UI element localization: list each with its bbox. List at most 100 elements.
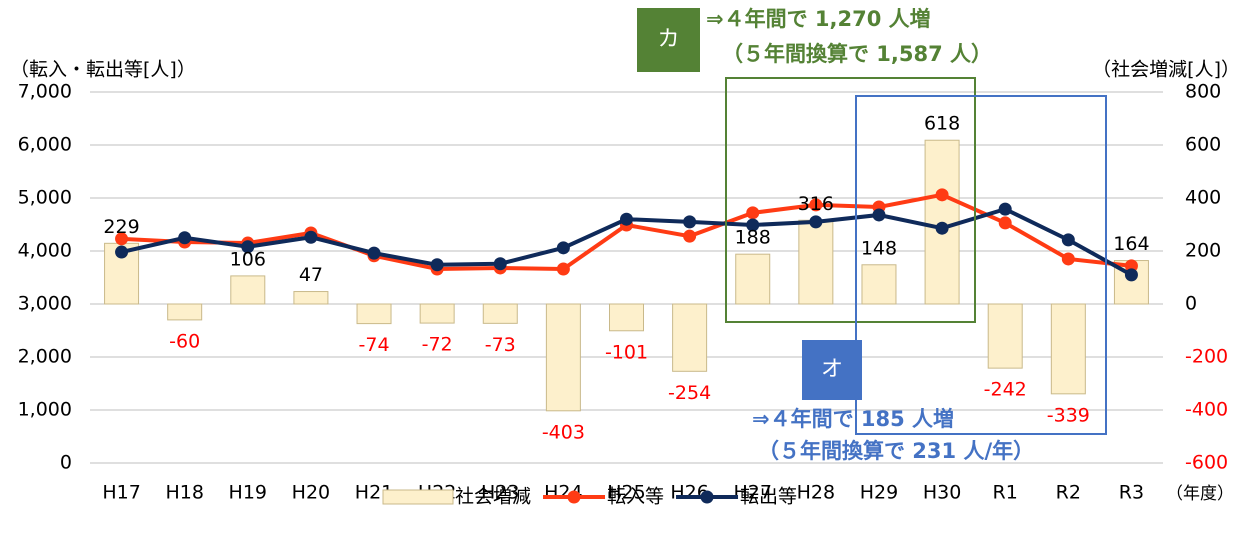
annotation-text: （５年間換算で 231 人/年）	[758, 439, 1034, 463]
line-marker	[241, 240, 255, 254]
bar	[230, 275, 266, 305]
line-marker	[178, 231, 192, 245]
y2-tick-label: 800	[1185, 81, 1221, 103]
line-marker	[556, 262, 570, 276]
bar	[861, 264, 897, 305]
y2-tick-label: 200	[1185, 240, 1221, 262]
x-tick-label: H18	[165, 482, 203, 504]
data-label: 106	[230, 248, 266, 270]
y-tick-label: 7,000	[18, 81, 72, 103]
data-label: 316	[798, 193, 834, 215]
line-marker	[872, 208, 886, 222]
y-tick-label: 4,000	[18, 240, 72, 262]
annotation-text: ⇒４年間で 1,270 人増	[706, 7, 931, 31]
y2-tick-label: 0	[1185, 293, 1197, 315]
line-marker	[1061, 233, 1075, 247]
y-tick-label: 2,000	[18, 346, 72, 368]
bar	[356, 303, 392, 325]
data-label: 164	[1113, 233, 1149, 255]
data-label: -101	[605, 341, 648, 363]
line-marker	[1124, 268, 1138, 282]
y2-axis-label: （社会増減[人]）	[1092, 59, 1240, 81]
bar	[987, 303, 1023, 369]
x-tick-label: H23	[481, 482, 519, 504]
data-label: 148	[861, 237, 897, 259]
y-tick-label: 0	[60, 452, 72, 474]
bar	[735, 253, 771, 305]
data-label: 188	[735, 227, 771, 249]
badge	[802, 340, 862, 400]
bar	[545, 303, 581, 412]
line-marker	[1124, 259, 1138, 273]
x-tick-label: H19	[229, 482, 267, 504]
x-tick-label: H28	[797, 482, 835, 504]
data-label: 618	[924, 113, 960, 135]
bar	[672, 303, 708, 372]
legend-label: 転出等	[740, 486, 797, 508]
legend-swatch	[382, 489, 454, 505]
data-label: -60	[169, 330, 200, 352]
badge-label: オ	[821, 357, 843, 382]
badge-label: カ	[657, 27, 679, 52]
line-marker	[935, 188, 949, 202]
x-tick-label: R1	[993, 482, 1018, 504]
x-tick-label: H20	[292, 482, 330, 504]
line-marker	[809, 198, 823, 212]
line-marker	[683, 215, 697, 229]
x-tick-label: H25	[607, 482, 645, 504]
y2-tick-label: 400	[1185, 187, 1221, 209]
bar	[609, 303, 644, 332]
data-label: -254	[668, 382, 711, 404]
y2-tick-label: -600	[1185, 452, 1228, 474]
legend-label: 社会増減	[455, 486, 531, 508]
line-marker	[746, 218, 760, 232]
data-label: 229	[103, 216, 139, 238]
data-label: -74	[359, 334, 390, 356]
line-marker	[367, 246, 381, 260]
legend-marker	[567, 490, 581, 504]
line-marker	[935, 221, 949, 235]
x-tick-label: H30	[923, 482, 961, 504]
y2-tick-label: -400	[1185, 399, 1228, 421]
line-marker	[430, 258, 444, 272]
line-marker	[493, 257, 507, 271]
y2-tick-label: -200	[1185, 346, 1228, 368]
line	[121, 192, 1132, 272]
bar	[1050, 303, 1086, 395]
line-marker	[556, 241, 570, 255]
bar	[419, 303, 455, 324]
highlight-box	[855, 95, 1107, 435]
highlight-box	[725, 77, 976, 323]
line-marker	[683, 229, 697, 243]
data-label: -73	[485, 334, 516, 356]
legend-label: 転入等	[607, 486, 664, 508]
y-tick-label: 3,000	[18, 293, 72, 315]
bar	[798, 219, 834, 305]
x-tick-label: R2	[1056, 482, 1081, 504]
y-tick-label: 1,000	[18, 399, 72, 421]
y-tick-label: 6,000	[18, 134, 72, 156]
line-marker	[1061, 252, 1075, 266]
line-marker	[115, 245, 129, 259]
data-label: 47	[299, 264, 323, 286]
line-marker	[115, 232, 129, 246]
x-tick-label: H27	[734, 482, 772, 504]
y2-tick-label: 600	[1185, 134, 1221, 156]
data-label: -403	[542, 421, 585, 443]
bar	[167, 303, 203, 321]
line-marker	[998, 216, 1012, 230]
line-marker	[620, 212, 633, 226]
bar	[482, 303, 518, 324]
line-marker	[746, 206, 760, 220]
annotation-text: ⇒４年間で 185 人増	[752, 407, 954, 431]
line-marker	[998, 202, 1012, 216]
x-tick-label: R3	[1119, 482, 1144, 504]
bar	[293, 291, 329, 305]
line-marker	[304, 230, 318, 244]
y-tick-label: 5,000	[18, 187, 72, 209]
data-label: -72	[422, 334, 453, 356]
x-unit: （年度）	[1166, 484, 1234, 504]
y-axis-label: （転入・転出等[人]）	[10, 59, 196, 81]
line-marker	[809, 215, 823, 229]
